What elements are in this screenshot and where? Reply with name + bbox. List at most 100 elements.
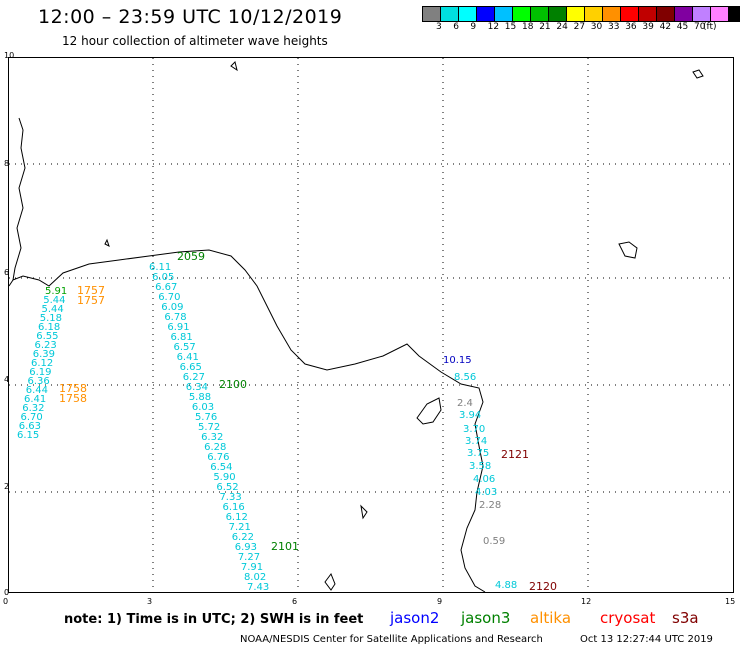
swh-value-right: 10.15 — [443, 355, 472, 366]
satellite-name: cryosat — [600, 609, 656, 627]
time-label: 1758 — [59, 392, 87, 405]
swh-value-middle: 5.90 — [213, 472, 235, 483]
legend-label: 9 — [470, 22, 477, 32]
time-label: 1757 — [77, 284, 105, 297]
swh-value-left: 6.41 — [24, 394, 46, 405]
legend-swatch — [711, 7, 729, 21]
swh-value-left: 6.12 — [31, 358, 53, 369]
legend-swatch — [585, 7, 603, 21]
map-canvas: 5.915.445.445.186.186.556.236.396.126.19… — [8, 58, 733, 593]
legend-label: 21 — [539, 22, 551, 32]
legend-swatch — [459, 7, 477, 21]
legend-swatch — [495, 7, 513, 21]
legend-swatch — [693, 7, 711, 21]
legend-label: 33 — [608, 22, 620, 32]
legend-labels: 3 6 9 12 15 18 21 24 27 30 33 36 39 42 45 70 — [422, 22, 732, 34]
y-tick-label: 10 — [4, 51, 15, 60]
time-label: 1758 — [59, 382, 87, 395]
swh-value-right: 3.94 — [459, 410, 481, 421]
swh-value-right: 2.28 — [479, 500, 501, 511]
map-subtitle: 12 hour collection of altimeter wave hei… — [62, 34, 328, 48]
swh-value-middle: 5.88 — [189, 392, 211, 403]
legend-swatch — [621, 7, 639, 21]
swh-value-left: 5.18 — [40, 313, 62, 324]
time-label: 2059 — [177, 250, 205, 263]
legend-swatch — [441, 7, 459, 21]
swh-value-middle: 6.91 — [167, 322, 189, 333]
x-tick-label: 12 — [581, 597, 592, 606]
legend-label: 12 — [487, 22, 500, 32]
legend-swatch — [657, 7, 675, 21]
coastline — [8, 61, 704, 593]
legend-label: 6 — [453, 22, 459, 32]
swh-value-middle: 6.76 — [207, 452, 229, 463]
swh-value-middle: 6.32 — [201, 432, 223, 443]
swh-value-middle: 6.41 — [177, 352, 199, 363]
swh-value-middle: 6.67 — [155, 282, 177, 293]
legend-label: 24 — [556, 22, 568, 32]
legend-label: 45 — [676, 22, 689, 32]
legend-label: 30 — [590, 22, 603, 32]
swh-value-middle: 7.21 — [229, 522, 251, 533]
swh-value-middle: 6.54 — [210, 462, 232, 473]
legend-swatch — [423, 7, 441, 21]
swh-value-left: 6.15 — [17, 430, 39, 441]
x-tick-label: 0 — [3, 597, 9, 606]
legend-swatch — [549, 7, 567, 21]
satellite-name: altika — [530, 609, 572, 627]
y-tick-label: 6 — [4, 268, 10, 277]
swh-value-left: 6.36 — [28, 376, 50, 387]
legend-label: 18 — [522, 22, 534, 32]
legend-unit: (ft) — [703, 22, 717, 32]
swh-value-left: 6.23 — [35, 340, 57, 351]
swh-value-middle: 6.70 — [158, 292, 180, 303]
swh-value-middle: 6.65 — [180, 362, 202, 373]
legend-swatch — [603, 7, 621, 21]
legend-label: 42 — [659, 22, 672, 32]
swh-value-right: 3.74 — [465, 436, 487, 447]
satellite-name: jason3 — [461, 609, 511, 627]
swh-value-middle: 6.16 — [223, 502, 245, 513]
swh-value-right: 4.88 — [495, 580, 517, 591]
legend-label: 3 — [436, 22, 442, 32]
swh-value-left: 6.39 — [33, 349, 55, 360]
y-tick-label: 8 — [4, 159, 10, 168]
legend-swatch — [675, 7, 693, 21]
legend-label: 70 — [694, 22, 706, 32]
swh-value-middle: 7.91 — [241, 562, 263, 573]
color-legend — [422, 6, 740, 22]
swh-value-left: 5.44 — [43, 295, 65, 306]
time-label: 1757 — [77, 294, 105, 307]
y-tick-label: 2 — [4, 482, 10, 491]
time-label: 2120 — [529, 580, 557, 592]
credit-text: NOAA/NESDIS Center for Satellite Applica… — [240, 634, 543, 645]
swh-value-middle: 6.34 — [186, 382, 208, 393]
y-tick-label: 0 — [4, 588, 10, 597]
swh-value-left: 6.70 — [21, 412, 43, 423]
swh-value-middle: 6.81 — [170, 332, 192, 343]
swh-value-middle: 6.22 — [232, 532, 254, 543]
swh-value-left: 6.18 — [38, 322, 60, 333]
swh-value-middle: 5.72 — [198, 422, 220, 433]
legend-label: 36 — [625, 22, 637, 32]
swh-value-middle: 6.03 — [192, 402, 214, 413]
swh-value-right: 0.59 — [483, 536, 505, 547]
grid-lines — [9, 58, 733, 592]
swh-value-middle: 6.52 — [216, 482, 238, 493]
time-label: 2121 — [501, 448, 529, 461]
satellite-name: jason2 — [390, 609, 440, 627]
map-frame: 5.91 5.44 5.44 5.18 6.18 6.55 6.23 6.39 6.12 6.19… — [8, 57, 734, 593]
swh-value-right: 3.75 — [467, 448, 489, 459]
satellite-name: s3a — [672, 609, 699, 627]
swh-value-middle: 7.43 — [247, 582, 269, 592]
x-tick-label: 15 — [725, 597, 736, 606]
swh-value-left: 6.55 — [36, 331, 58, 342]
legend-label: 15 — [504, 22, 517, 32]
swh-value-middle: 6.93 — [235, 542, 257, 553]
y-tick-label: 4 — [4, 375, 10, 384]
legend-swatch — [639, 7, 657, 21]
swh-value-right: 3.70 — [463, 424, 485, 435]
swh-value-right: 2.4 — [457, 398, 473, 409]
legend-label: 27 — [573, 22, 586, 32]
swh-value-left: 5.44 — [42, 304, 64, 315]
